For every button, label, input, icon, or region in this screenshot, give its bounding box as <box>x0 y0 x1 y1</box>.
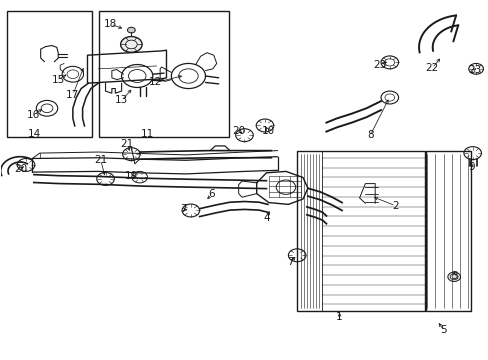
Text: 4: 4 <box>263 213 269 222</box>
Bar <box>6 12 92 137</box>
Text: 20: 20 <box>232 126 244 135</box>
Text: 5: 5 <box>439 325 446 335</box>
Text: 21: 21 <box>94 155 107 165</box>
Bar <box>425 151 470 311</box>
Text: 9: 9 <box>467 162 473 172</box>
Text: 17: 17 <box>66 90 80 100</box>
Text: 15: 15 <box>52 75 65 85</box>
Circle shape <box>127 27 135 33</box>
Text: 11: 11 <box>140 129 153 139</box>
Text: 14: 14 <box>28 129 41 139</box>
Text: 3: 3 <box>450 271 457 281</box>
Text: 8: 8 <box>366 130 373 140</box>
Text: 6: 6 <box>207 189 214 199</box>
Circle shape <box>121 37 142 52</box>
Text: 21: 21 <box>120 139 133 149</box>
Text: 7: 7 <box>180 204 186 215</box>
Text: 18: 18 <box>103 19 117 29</box>
Text: 20: 20 <box>15 163 28 174</box>
Text: 23: 23 <box>373 59 386 69</box>
Text: 12: 12 <box>149 77 162 87</box>
Text: 19: 19 <box>124 171 138 181</box>
Bar <box>297 151 424 311</box>
Text: 23: 23 <box>467 64 480 75</box>
Text: 22: 22 <box>425 63 438 73</box>
Text: 13: 13 <box>115 95 128 105</box>
Text: 2: 2 <box>391 201 398 211</box>
Text: 1: 1 <box>336 312 342 322</box>
Text: 7: 7 <box>287 257 294 267</box>
Text: 16: 16 <box>27 110 41 120</box>
Bar <box>99 12 228 137</box>
Circle shape <box>447 272 460 282</box>
Text: 10: 10 <box>261 126 274 135</box>
